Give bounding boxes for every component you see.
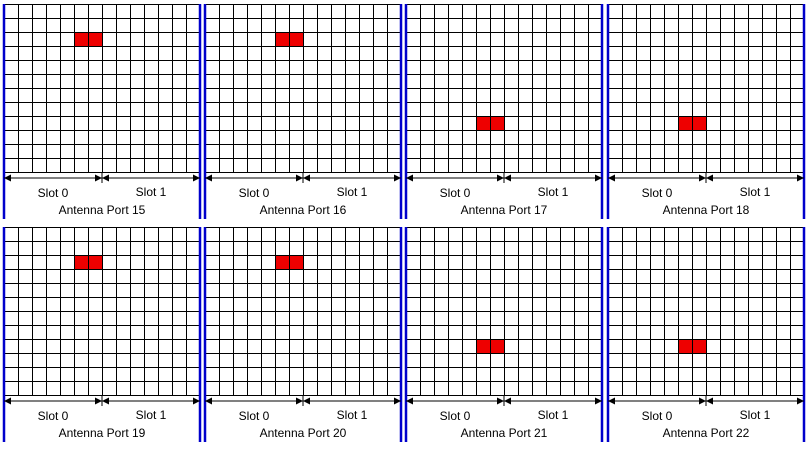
slot-1-label: Slot 1 xyxy=(135,185,167,199)
antenna-port-panel: Slot 0 Slot 1 Antenna Port 17 xyxy=(404,4,604,219)
slot-1-label: Slot 1 xyxy=(336,185,368,199)
slot-arrowhead xyxy=(193,174,200,182)
slot-0-label: Slot 0 xyxy=(641,186,673,200)
antenna-port-panel: Slot 0 Slot 1 Antenna Port 18 xyxy=(606,4,806,219)
slot-arrowhead xyxy=(706,174,713,182)
antenna-port-title: Antenna Port 15 xyxy=(58,203,146,217)
antenna-port-title: Antenna Port 20 xyxy=(259,426,347,440)
slot-arrowhead xyxy=(4,397,11,405)
resource-grid xyxy=(404,4,604,219)
antenna-port-title: Antenna Port 21 xyxy=(460,426,548,440)
slot-1-label: Slot 1 xyxy=(135,408,167,422)
slot-arrowhead xyxy=(95,174,102,182)
resource-grid xyxy=(203,227,403,442)
slot-arrowhead xyxy=(699,174,706,182)
csi-rs-resource-element xyxy=(74,255,88,269)
slot-arrowhead xyxy=(497,397,504,405)
resource-grid xyxy=(606,227,806,442)
antenna-port-panel: Slot 0 Slot 1 Antenna Port 22 xyxy=(606,227,806,442)
csi-rs-resource-element xyxy=(88,32,102,46)
slot-arrowhead xyxy=(303,174,310,182)
slot-arrowhead xyxy=(102,174,109,182)
slot-arrowhead xyxy=(102,397,109,405)
slot-arrowhead xyxy=(296,174,303,182)
slot-1-label: Slot 1 xyxy=(537,185,569,199)
slot-arrowhead xyxy=(504,397,511,405)
slot-arrowhead xyxy=(797,174,804,182)
slot-0-label: Slot 0 xyxy=(238,409,270,423)
slot-arrowhead xyxy=(706,397,713,405)
antenna-port-title: Antenna Port 17 xyxy=(460,203,548,217)
slot-arrowhead xyxy=(608,397,615,405)
slot-arrowhead xyxy=(394,397,401,405)
antenna-port-panel: Slot 0 Slot 1 Antenna Port 15 xyxy=(2,4,202,219)
slot-arrowhead xyxy=(303,397,310,405)
slot-1-label: Slot 1 xyxy=(739,185,771,199)
slot-arrowhead xyxy=(95,397,102,405)
slot-arrowhead xyxy=(504,174,511,182)
csi-rs-resource-element xyxy=(289,32,303,46)
slot-arrowhead xyxy=(296,397,303,405)
slot-arrowhead xyxy=(4,174,11,182)
slot-arrowhead xyxy=(193,397,200,405)
antenna-port-panel: Slot 0 Slot 1 Antenna Port 20 xyxy=(203,227,403,442)
antenna-port-title: Antenna Port 16 xyxy=(259,203,347,217)
csi-rs-resource-element xyxy=(289,255,303,269)
slot-arrowhead xyxy=(394,174,401,182)
csi-rs-resource-element xyxy=(692,339,706,353)
csi-rs-resource-element xyxy=(74,32,88,46)
slot-0-label: Slot 0 xyxy=(37,186,69,200)
slot-0-label: Slot 0 xyxy=(37,409,69,423)
csi-rs-resource-element xyxy=(476,116,490,130)
slot-arrowhead xyxy=(595,397,602,405)
resource-grid xyxy=(203,4,403,219)
slot-1-label: Slot 1 xyxy=(336,408,368,422)
slot-arrowhead xyxy=(608,174,615,182)
resource-grid xyxy=(606,4,806,219)
csi-rs-resource-element xyxy=(275,255,289,269)
csi-rs-resource-element xyxy=(692,116,706,130)
antenna-port-title: Antenna Port 22 xyxy=(662,426,750,440)
csi-rs-resource-element xyxy=(88,255,102,269)
slot-arrowhead xyxy=(406,174,413,182)
resource-grid xyxy=(2,4,202,219)
antenna-port-panel: Slot 0 Slot 1 Antenna Port 21 xyxy=(404,227,604,442)
resource-grid xyxy=(404,227,604,442)
csi-rs-resource-element xyxy=(678,116,692,130)
csi-rs-resource-element xyxy=(476,339,490,353)
slot-arrowhead xyxy=(595,174,602,182)
resource-grid xyxy=(2,227,202,442)
slot-0-label: Slot 0 xyxy=(439,186,471,200)
antenna-port-title: Antenna Port 19 xyxy=(58,426,146,440)
csi-rs-resource-element xyxy=(490,339,504,353)
slot-1-label: Slot 1 xyxy=(537,408,569,422)
slot-1-label: Slot 1 xyxy=(739,408,771,422)
slot-arrowhead xyxy=(497,174,504,182)
csi-rs-resource-element xyxy=(490,116,504,130)
slot-arrowhead xyxy=(205,174,212,182)
csi-rs-resource-element xyxy=(678,339,692,353)
slot-arrowhead xyxy=(205,397,212,405)
slot-arrowhead xyxy=(699,397,706,405)
slot-0-label: Slot 0 xyxy=(439,409,471,423)
antenna-port-panel: Slot 0 Slot 1 Antenna Port 19 xyxy=(2,227,202,442)
antenna-port-title: Antenna Port 18 xyxy=(662,203,750,217)
slot-0-label: Slot 0 xyxy=(641,409,673,423)
antenna-port-panel: Slot 0 Slot 1 Antenna Port 16 xyxy=(203,4,403,219)
slot-arrowhead xyxy=(406,397,413,405)
csi-rs-resource-element xyxy=(275,32,289,46)
slot-0-label: Slot 0 xyxy=(238,186,270,200)
slot-arrowhead xyxy=(797,397,804,405)
